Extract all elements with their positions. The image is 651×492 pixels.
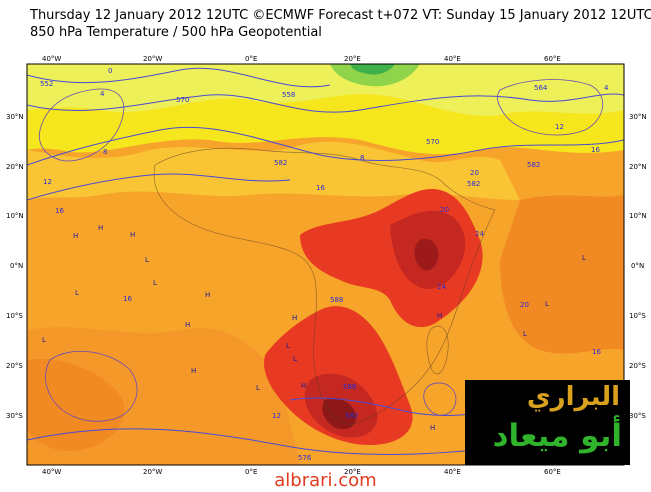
logo-line-1: البراري: [526, 382, 620, 412]
low-marker: L: [153, 279, 157, 287]
brand-logo: البراري أبو ميعاد: [465, 380, 630, 465]
geopotential-label: 552: [40, 80, 53, 88]
forecast-subtitle: 850 hPa Temperature / 500 hPa Geopotenti…: [30, 25, 322, 40]
lon-tick: 40°W: [42, 55, 61, 63]
axis-ticks: 40°W 20°W 0°E 20°E 40°E 60°E 40°W 20°W 0…: [6, 55, 647, 476]
geopotential-label: 576: [298, 454, 312, 462]
low-marker: L: [523, 330, 527, 338]
geopotential-label: 582: [274, 159, 287, 167]
lon-tick: 40°E: [444, 468, 461, 476]
lon-tick: 20°E: [344, 468, 361, 476]
contour-labels: 552 570 558 582 588 570 564 582 588 582 …: [40, 67, 609, 462]
high-marker: H: [130, 231, 135, 239]
temperature-label: 12: [555, 123, 564, 131]
high-marker: H: [437, 312, 442, 320]
geopotential-label: 564: [534, 84, 548, 92]
lat-tick: 30°S: [629, 412, 646, 420]
lat-tick: 20°N: [6, 163, 24, 171]
lon-tick: 20°W: [143, 468, 162, 476]
geopotential-label: 582: [467, 180, 480, 188]
lon-tick: 60°E: [544, 468, 561, 476]
geopotential-label: 570: [426, 138, 439, 146]
lon-tick: 0°E: [245, 55, 257, 63]
low-marker: L: [145, 256, 149, 264]
lon-tick: 60°E: [544, 55, 561, 63]
temperature-label: 16: [316, 184, 325, 192]
temperature-label: 8: [360, 154, 364, 162]
low-marker: L: [75, 289, 79, 297]
temperature-label: 16: [55, 207, 64, 215]
temperature-label: 24: [475, 230, 484, 238]
lon-tick: 40°E: [444, 55, 461, 63]
lon-tick: 0°E: [245, 468, 257, 476]
temperature-label: 8: [103, 148, 107, 156]
lat-tick: 10°N: [629, 212, 647, 220]
temperature-label: 12: [43, 178, 52, 186]
geopotential-label: 582: [345, 412, 358, 420]
lat-tick: 30°S: [6, 412, 23, 420]
site-url[interactable]: albrari.com: [274, 470, 377, 491]
geopotential-label: 570: [176, 96, 189, 104]
temperature-label: 4: [604, 84, 609, 92]
high-marker: H: [73, 232, 78, 240]
low-marker: L: [286, 342, 290, 350]
low-marker: L: [256, 384, 260, 392]
low-marker: L: [545, 300, 549, 308]
low-marker: L: [293, 355, 297, 363]
lat-tick: 0°N: [10, 262, 23, 270]
temperature-label: 4: [100, 90, 105, 98]
lon-tick: 20°E: [344, 55, 361, 63]
temperature-label: 0: [108, 67, 112, 75]
lat-tick: 10°N: [6, 212, 24, 220]
lon-tick: 40°W: [42, 468, 61, 476]
temperature-label: 16: [591, 146, 600, 154]
temperature-label: 20: [470, 169, 479, 177]
high-marker: H: [301, 382, 306, 390]
lat-tick: 20°N: [629, 163, 647, 171]
lat-tick: 10°S: [6, 312, 23, 320]
geopotential-label: 558: [282, 91, 295, 99]
geopotential-label: 588: [330, 296, 343, 304]
temperature-label: 24: [437, 283, 446, 291]
forecast-title: Thursday 12 January 2012 12UTC ©ECMWF Fo…: [30, 8, 651, 23]
pressure-centers: H H H L L L H H L H L H L L H L L H L H: [42, 224, 586, 432]
lon-tick: 20°W: [143, 55, 162, 63]
lat-tick: 10°S: [629, 312, 646, 320]
lat-tick: 0°N: [631, 262, 644, 270]
temperature-label: 16: [123, 295, 132, 303]
high-marker: H: [185, 321, 190, 329]
geopotential-label: 582: [527, 161, 540, 169]
low-marker: L: [582, 254, 586, 262]
temperature-label: 16: [592, 348, 601, 356]
temperature-label: 20: [520, 301, 529, 309]
high-marker: H: [292, 314, 297, 322]
low-marker: L: [42, 336, 46, 344]
temperature-label: 12: [272, 412, 281, 420]
temperature-label: 20: [440, 206, 449, 214]
lat-tick: 20°S: [629, 362, 646, 370]
lat-tick: 30°N: [629, 113, 647, 121]
high-marker: H: [98, 224, 103, 232]
geopotential-label: 588: [343, 383, 356, 391]
lat-tick: 20°S: [6, 362, 23, 370]
high-marker: H: [205, 291, 210, 299]
high-marker: H: [191, 367, 196, 375]
logo-line-2: أبو ميعاد: [492, 418, 622, 454]
high-marker: H: [430, 424, 435, 432]
lat-tick: 30°N: [6, 113, 24, 121]
